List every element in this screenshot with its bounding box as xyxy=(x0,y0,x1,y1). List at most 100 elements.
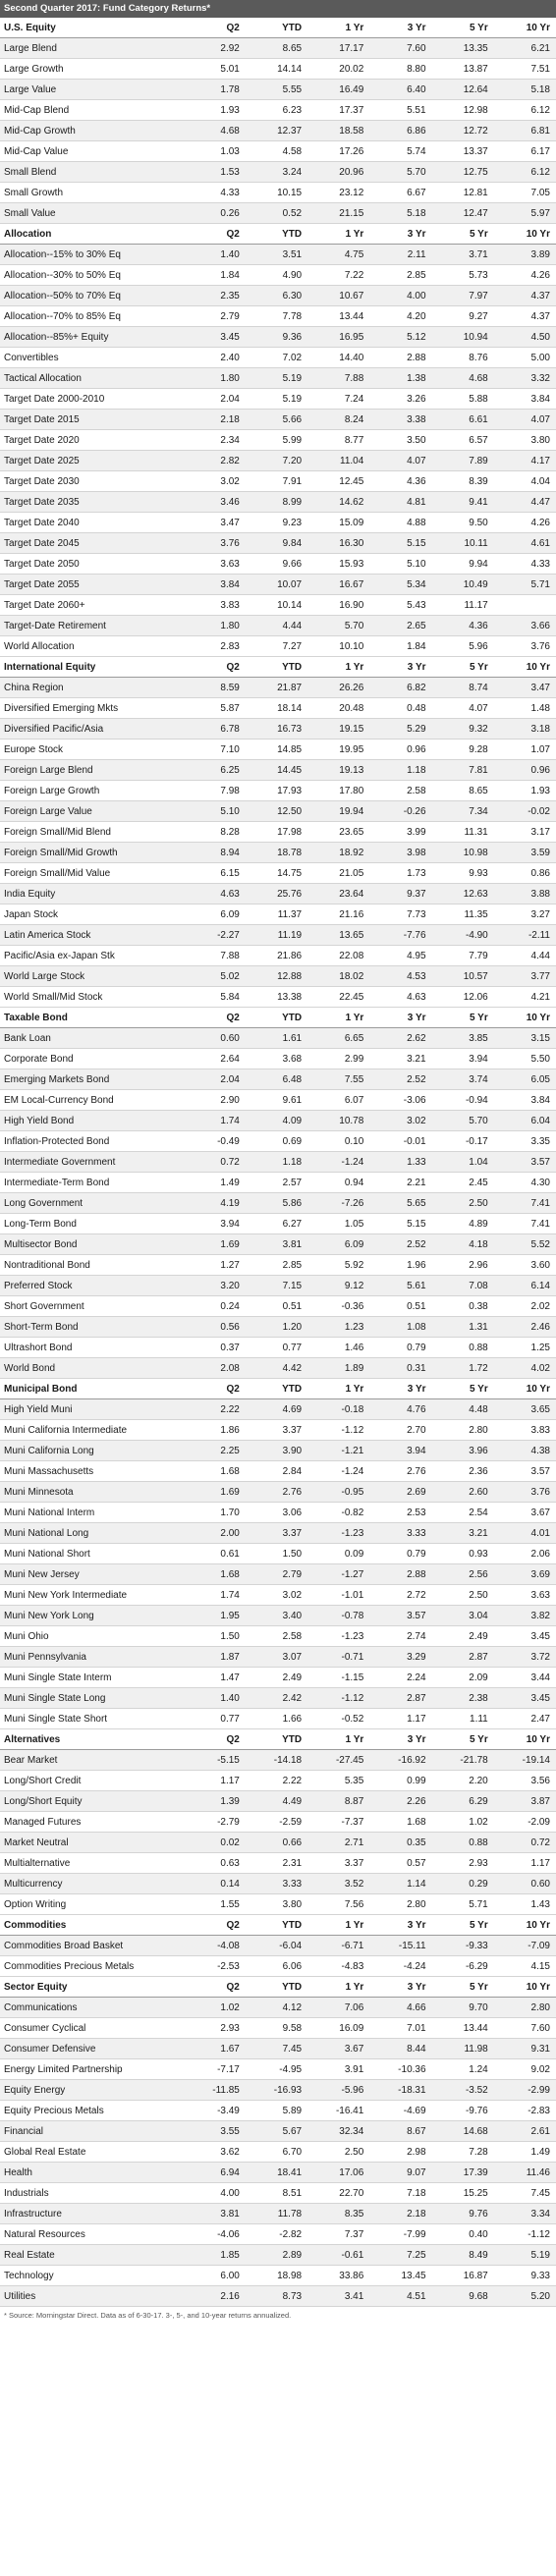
return-value: 10.07 xyxy=(245,574,308,595)
return-value: 7.06 xyxy=(307,1997,370,2018)
return-value: 12.98 xyxy=(431,99,494,121)
category-name: India Equity xyxy=(0,883,184,904)
return-value: 18.41 xyxy=(245,2162,308,2183)
return-value: 21.15 xyxy=(307,202,370,224)
return-value: 13.65 xyxy=(307,924,370,946)
return-value: -4.95 xyxy=(245,2058,308,2080)
return-value: 0.26 xyxy=(183,202,246,224)
return-value: 4.00 xyxy=(369,285,432,306)
return-value: -1.27 xyxy=(307,1563,370,1585)
return-value: -4.08 xyxy=(183,1935,246,1956)
return-value: 8.94 xyxy=(183,842,246,863)
return-value: 6.09 xyxy=(307,1233,370,1255)
table-row: Corporate Bond 2.64 3.68 2.99 3.21 3.94 5.50 xyxy=(0,1048,556,1069)
return-value: 3.45 xyxy=(493,1687,556,1709)
return-value: 4.33 xyxy=(493,553,556,575)
return-value: 3.69 xyxy=(493,1563,556,1585)
column-header: Q2 xyxy=(183,1976,246,1998)
return-value: 5.87 xyxy=(183,697,246,719)
return-value: 7.08 xyxy=(431,1275,494,1296)
table-row: Muni Single State Short 0.77 1.66 -0.52 1.17… xyxy=(0,1708,556,1729)
return-value: 2.02 xyxy=(493,1295,556,1317)
return-value: 1.27 xyxy=(183,1254,246,1276)
return-value: 4.68 xyxy=(183,120,246,141)
category-name: Consumer Defensive xyxy=(0,2038,184,2059)
return-value: 2.64 xyxy=(183,1048,246,1069)
column-header: 10 Yr xyxy=(493,656,556,678)
return-value: 2.00 xyxy=(183,1522,246,1544)
table-row: Target Date 2000-2010 2.04 5.19 7.24 3.26 5.8… xyxy=(0,388,556,410)
category-name: Inflation-Protected Bond xyxy=(0,1130,184,1152)
return-value: 2.80 xyxy=(369,1893,432,1915)
return-value: 3.18 xyxy=(493,718,556,740)
return-value: 0.60 xyxy=(493,1873,556,1894)
return-value: 23.12 xyxy=(307,182,370,203)
return-value: 3.74 xyxy=(431,1069,494,1090)
category-name: Allocation--50% to 70% Eq xyxy=(0,285,184,306)
return-value: 5.74 xyxy=(369,140,432,162)
return-value: 9.12 xyxy=(307,1275,370,1296)
return-value: 23.65 xyxy=(307,821,370,843)
category-name: Natural Resources xyxy=(0,2223,184,2245)
return-value: 3.98 xyxy=(369,842,432,863)
return-value: 2.71 xyxy=(307,1832,370,1853)
category-name: Industrials xyxy=(0,2182,184,2204)
section-header: Sector Equity Q2 YTD 1 Yr 3 Yr 5 Yr 10 Yr xyxy=(0,1976,556,1998)
category-name: Muni National Short xyxy=(0,1543,184,1564)
return-value: 2.11 xyxy=(369,244,432,265)
column-header: Q2 xyxy=(183,223,246,245)
return-value: 4.81 xyxy=(369,491,432,513)
return-value: 19.94 xyxy=(307,800,370,822)
table-row: Diversified Pacific/Asia 6.78 16.73 19.15 5.… xyxy=(0,718,556,740)
return-value: 5.88 xyxy=(431,388,494,410)
return-value: 20.02 xyxy=(307,58,370,80)
category-name: Large Growth xyxy=(0,58,184,80)
return-value: 1.24 xyxy=(431,2058,494,2080)
table-row: Foreign Small/Mid Value 6.15 14.75 21.05 1.7… xyxy=(0,862,556,884)
category-name: Target Date 2040 xyxy=(0,512,184,533)
category-name: Latin America Stock xyxy=(0,924,184,946)
column-header: 1 Yr xyxy=(307,1728,370,1750)
return-value: 2.79 xyxy=(245,1563,308,1585)
return-value: 4.36 xyxy=(369,470,432,492)
return-value: 3.15 xyxy=(493,1027,556,1049)
return-value: 7.05 xyxy=(493,182,556,203)
category-name: Mid-Cap Blend xyxy=(0,99,184,121)
return-value: 8.67 xyxy=(369,2120,432,2142)
return-value: 2.50 xyxy=(431,1192,494,1214)
return-value: 2.21 xyxy=(369,1172,432,1193)
category-name: Foreign Large Value xyxy=(0,800,184,822)
return-value: 2.08 xyxy=(183,1357,246,1379)
return-value: 12.47 xyxy=(431,202,494,224)
return-value: 4.38 xyxy=(493,1440,556,1461)
column-header: 5 Yr xyxy=(431,656,494,678)
category-name: Consumer Cyclical xyxy=(0,2017,184,2039)
section-header: Municipal Bond Q2 YTD 1 Yr 3 Yr 5 Yr 10 Yr xyxy=(0,1378,556,1399)
return-value: 4.12 xyxy=(245,1997,308,2018)
return-value: 1.02 xyxy=(183,1997,246,2018)
return-value: 18.92 xyxy=(307,842,370,863)
table-row: Europe Stock 7.10 14.85 19.95 0.96 9.28 1.07 xyxy=(0,739,556,760)
return-value: 8.77 xyxy=(307,429,370,451)
return-value: 2.76 xyxy=(245,1481,308,1503)
return-value: 5.99 xyxy=(245,429,308,451)
return-value: 7.73 xyxy=(369,904,432,925)
return-value: 3.34 xyxy=(493,2203,556,2224)
return-value: 7.56 xyxy=(307,1893,370,1915)
return-value: -7.99 xyxy=(369,2223,432,2245)
return-value: 2.83 xyxy=(183,635,246,657)
category-name: EM Local-Currency Bond xyxy=(0,1089,184,1111)
return-value: 6.27 xyxy=(245,1213,308,1234)
return-value: 16.09 xyxy=(307,2017,370,2039)
return-value: 1.31 xyxy=(431,1316,494,1338)
return-value: 3.71 xyxy=(431,244,494,265)
return-value: 5.15 xyxy=(369,1213,432,1234)
return-value: 1.20 xyxy=(245,1316,308,1338)
column-header: 1 Yr xyxy=(307,1914,370,1936)
return-value: 8.49 xyxy=(431,2244,494,2266)
category-name: Corporate Bond xyxy=(0,1048,184,1069)
return-value: 21.05 xyxy=(307,862,370,884)
return-value: 0.14 xyxy=(183,1873,246,1894)
return-value: 2.60 xyxy=(431,1481,494,1503)
category-name: Intermediate-Term Bond xyxy=(0,1172,184,1193)
